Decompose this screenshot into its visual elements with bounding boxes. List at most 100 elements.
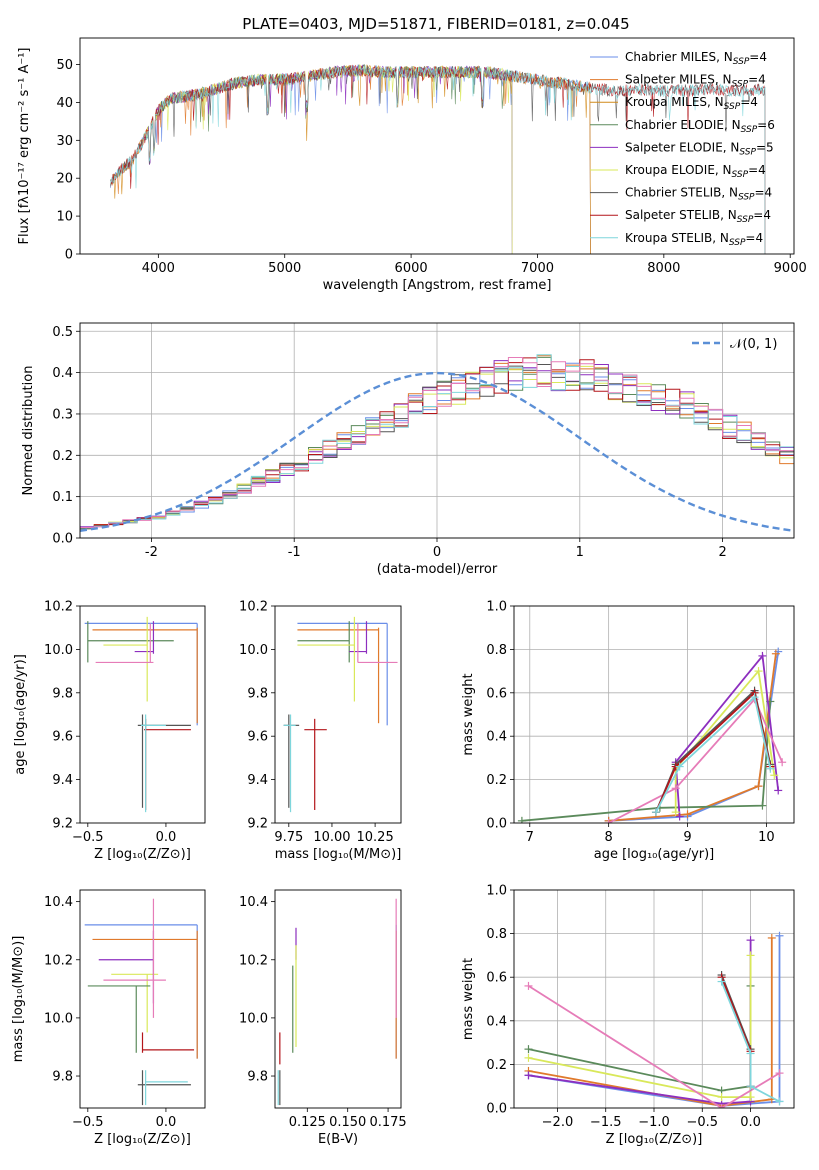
y-tick-label: 0.4 xyxy=(486,730,507,745)
mass-weight-vs-Z-lines xyxy=(524,931,784,1108)
mass-weight-vs-age-lines xyxy=(517,647,787,823)
y-tick-label: 0.2 xyxy=(486,773,507,788)
series-line xyxy=(608,697,784,823)
y-tick-label: 0.8 xyxy=(486,927,507,942)
legend-label: Salpeter STELIB, NSSP=4 xyxy=(625,208,771,225)
legend-label: Chabrier MILES, NSSP=4 xyxy=(625,50,767,67)
spectrum-series-line xyxy=(110,64,766,254)
series-line xyxy=(720,981,780,1103)
y-tick-label: 20 xyxy=(56,172,73,187)
x-tick-label: 9000 xyxy=(774,261,807,276)
legend-label: Kroupa STELIB, NSSP=4 xyxy=(625,231,763,248)
legend-label: Kroupa MILES, NSSP=4 xyxy=(625,95,758,112)
x-tick-label: −1.0 xyxy=(638,1115,670,1130)
series-line xyxy=(655,695,772,813)
y-tick-label: 10.0 xyxy=(44,1011,73,1026)
y-tick-label: 9.2 xyxy=(247,817,268,832)
mass-vs-Z-errorbars xyxy=(84,898,198,1106)
x-tick-label: -2 xyxy=(145,545,158,560)
x-tick-label: 0 xyxy=(433,545,441,560)
legend-label: Kroupa ELODIE, NSSP=4 xyxy=(625,163,766,180)
x-axis-label: mass [log₁₀(M/M⊙)] xyxy=(275,847,402,862)
axes-frame xyxy=(79,37,795,255)
x-tick-label: 2 xyxy=(718,545,726,560)
x-axis-label: E(B-V) xyxy=(318,1132,358,1147)
y-tick-label: 10.4 xyxy=(44,895,73,910)
x-tick-label: −2.0 xyxy=(542,1115,574,1130)
histogram-step xyxy=(80,356,794,529)
y-tick-label: 0.2 xyxy=(52,449,73,464)
y-tick-label: 0.0 xyxy=(52,532,73,547)
series-line xyxy=(674,669,776,813)
y-tick-label: 9.2 xyxy=(52,817,73,832)
y-tick-label: 9.8 xyxy=(247,1070,268,1085)
mass-weight-vs-Z-panel: −2.0 −1.5 −1.0 −0.5 0.0 0.0 0.2 0.4 0.6 0.8 1.0 Z [… xyxy=(461,884,795,1147)
histogram-step xyxy=(80,357,794,528)
y-tick-label: 0.0 xyxy=(486,817,507,832)
axes-frame xyxy=(513,605,795,824)
x-tick-label: 0.175 xyxy=(369,1115,406,1130)
residuals-grid xyxy=(80,323,794,539)
x-axis-label: Z [log₁₀(Z/Z⊙)] xyxy=(606,1132,703,1147)
y-tick-label: 10.0 xyxy=(239,1011,268,1026)
y-tick-label: 10.2 xyxy=(239,953,268,968)
age-vs-Z-panel: −0.5 0.0 9.2 9.4 9.6 9.8 10.0 10.2 Z [log₁₀(Z/Z⊙… xyxy=(13,600,206,862)
y-tick-label: 1.0 xyxy=(486,600,507,615)
y-tick-label: 50 xyxy=(56,58,73,73)
y-tick-label: 0.3 xyxy=(52,407,73,422)
axes-frame xyxy=(274,889,402,1109)
y-axis-label: Flux [fλ10⁻¹⁷ erg cm⁻² s⁻¹ A⁻¹] xyxy=(17,48,32,245)
y-tick-label: 10.2 xyxy=(44,600,73,615)
y-tick-label: 10.4 xyxy=(239,895,268,910)
series-line xyxy=(528,955,752,1098)
x-tick-label: 1 xyxy=(576,545,584,560)
y-tick-label: 10.2 xyxy=(44,953,73,968)
legend-label: Salpeter ELODIE, NSSP=5 xyxy=(625,140,774,157)
series-line xyxy=(608,653,777,822)
y-tick-label: 0.4 xyxy=(52,366,73,381)
y-tick-label: 9.8 xyxy=(52,686,73,701)
x-tick-label: −0.5 xyxy=(686,1115,718,1130)
series-line xyxy=(655,688,772,813)
x-tick-label: 10 xyxy=(758,830,775,845)
y-tick-label: 10.0 xyxy=(44,643,73,658)
series-line xyxy=(528,985,780,1108)
x-tick-label: 9.75 xyxy=(274,830,303,845)
mass-vs-Z-panel: −0.5 0.0 9.8 10.0 10.2 10.4 Z [log₁₀(Z/Z⊙)] mas… xyxy=(11,889,206,1147)
x-axis-label: wavelength [Angstrom, rest frame] xyxy=(323,278,552,293)
age-vs-mass-panel: 9.75 10.00 10.25 9.2 9.4 9.6 9.8 10.0 10.2 mass [… xyxy=(239,600,402,862)
y-tick-label: 9.4 xyxy=(247,773,268,788)
y-tick-label: 0.4 xyxy=(486,1014,507,1029)
x-tick-label: 7 xyxy=(526,830,534,845)
x-tick-label: 0.125 xyxy=(289,1115,326,1130)
y-tick-label: 40 xyxy=(56,96,73,111)
y-tick-label: 0.8 xyxy=(486,643,507,658)
y-tick-label: 1.0 xyxy=(486,884,507,899)
residuals-panel: -2 -1 0 1 2 0.0 0.1 0.2 0.3 0.4 0.5 (data-model)/er… xyxy=(21,322,795,577)
x-tick-label: 6000 xyxy=(395,261,428,276)
spectrum-panel: 4000 5000 6000 7000 8000 9000 0 10 20 30 40 50 wavel… xyxy=(17,37,807,293)
x-tick-label: −0.5 xyxy=(72,1115,104,1130)
axes-frame xyxy=(79,889,206,1109)
x-tick-label: 0.0 xyxy=(156,830,177,845)
series-line xyxy=(655,691,772,813)
spectrum-series-line xyxy=(145,64,513,254)
series-line xyxy=(528,985,752,1092)
y-tick-label: 9.4 xyxy=(52,773,73,788)
y-tick-label: 0.6 xyxy=(486,686,507,701)
axes-frame xyxy=(274,605,402,824)
x-tick-label: 9 xyxy=(683,830,691,845)
age-vs-Z-errorbars xyxy=(84,616,198,813)
y-axis-label: age [log₁₀(age/yr)] xyxy=(13,654,28,775)
y-tick-label: 9.6 xyxy=(52,730,73,745)
y-tick-label: 10.2 xyxy=(239,600,268,615)
spectrum-series-line xyxy=(110,64,766,254)
series-line xyxy=(528,940,752,1105)
y-axis-label: mass [log₁₀(M/M⊙)] xyxy=(11,936,26,1063)
x-tick-label: -1 xyxy=(288,545,301,560)
y-tick-label: 0.2 xyxy=(486,1058,507,1073)
x-tick-label: 0.0 xyxy=(740,1115,761,1130)
y-tick-label: 10 xyxy=(56,210,73,225)
y-tick-label: 10.0 xyxy=(239,643,268,658)
